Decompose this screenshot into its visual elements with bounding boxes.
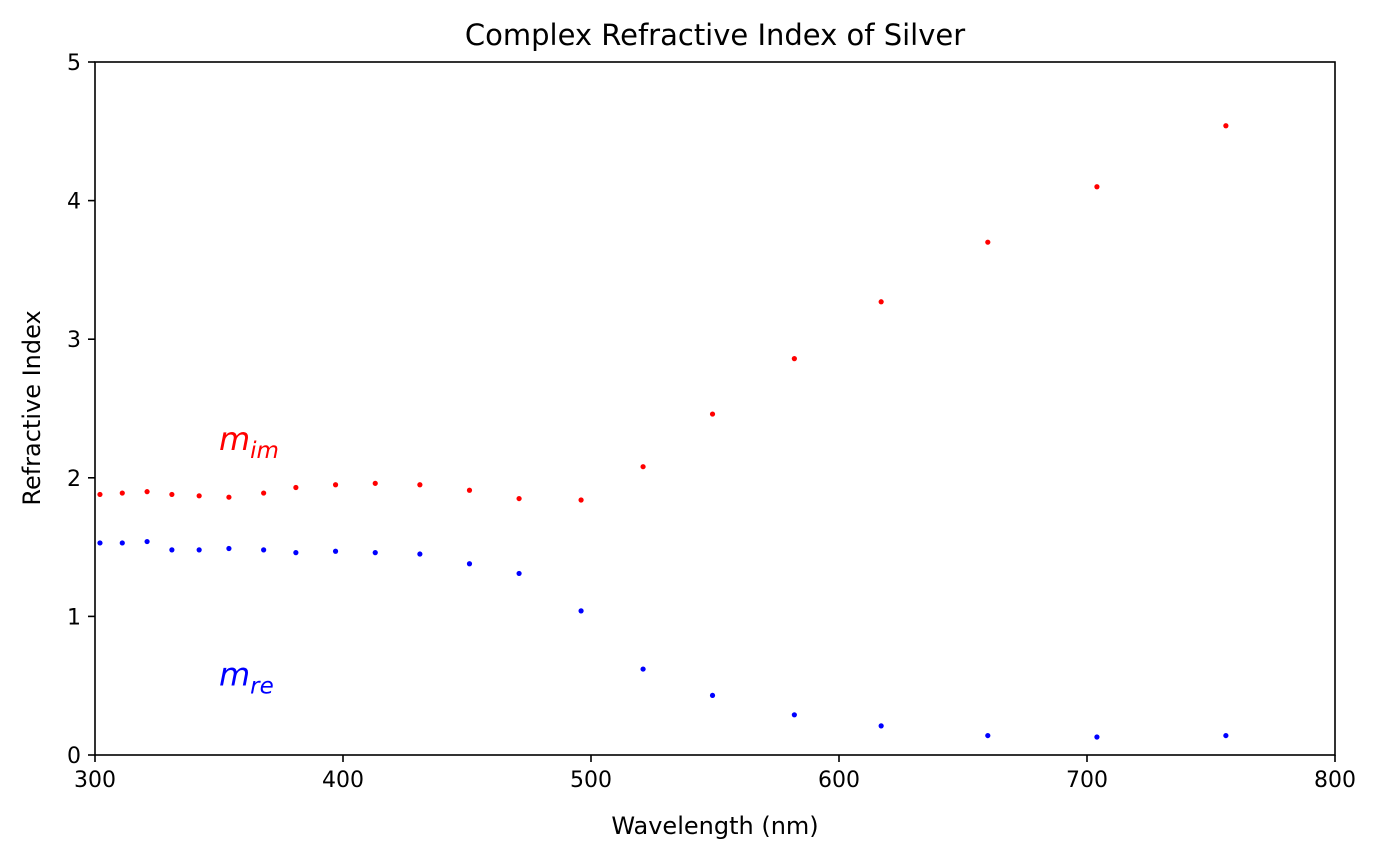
data-point-m-im	[226, 494, 232, 500]
data-point-m-re	[261, 547, 267, 553]
data-points	[97, 123, 1229, 740]
data-point-m-re	[417, 551, 423, 557]
data-point-m-re	[332, 548, 339, 554]
data-point-m-re	[466, 561, 473, 567]
data-point-m-re	[709, 692, 716, 699]
data-point-m-re	[791, 712, 797, 718]
plot-area	[94, 61, 1336, 756]
data-point-m-re	[516, 570, 522, 577]
y-tick-label: 2	[67, 467, 81, 492]
data-point-m-re	[1094, 734, 1100, 740]
y-tick-label: 1	[67, 605, 81, 630]
data-point-m-im	[1094, 184, 1100, 190]
x-tick-label: 300	[74, 768, 116, 793]
data-point-m-re	[196, 547, 202, 553]
data-point-m-im	[97, 491, 103, 498]
data-point-m-re	[226, 545, 232, 552]
x-tick-label: 500	[570, 768, 612, 793]
data-point-m-re	[985, 732, 991, 739]
data-point-m-im	[578, 497, 584, 503]
data-point-m-im	[196, 493, 202, 499]
data-point-m-im	[293, 484, 299, 491]
y-tick-label: 4	[67, 190, 81, 215]
data-point-m-re	[878, 723, 884, 729]
data-point-m-re	[119, 540, 125, 546]
data-point-m-im	[878, 299, 884, 305]
x-tick-label: 800	[1314, 768, 1356, 793]
data-point-m-im	[516, 495, 522, 502]
data-point-m-im	[791, 356, 797, 362]
data-point-m-im	[640, 464, 646, 470]
data-point-m-re	[169, 547, 175, 553]
x-tick-label: 400	[322, 768, 364, 793]
data-point-m-im	[417, 482, 423, 488]
x-tick-label: 600	[818, 768, 860, 793]
data-point-m-im	[372, 480, 378, 486]
data-point-m-re	[372, 550, 378, 556]
y-axis: 0 1 2 3 4 5	[67, 51, 95, 769]
plot-frame	[94, 61, 1336, 756]
data-point-m-re	[578, 608, 584, 614]
data-point-m-im	[985, 239, 991, 245]
x-axis: 300 400 500 600 700 800	[74, 755, 1356, 793]
chart-title: Complex Refractive Index of Silver	[465, 18, 965, 52]
y-axis-label: Refractive Index	[18, 310, 46, 505]
annotation-m-re: mre	[219, 656, 274, 700]
y-tick-label: 5	[67, 51, 81, 76]
annotation-m-im: mim	[219, 420, 279, 464]
data-point-m-im	[332, 482, 339, 488]
y-tick-label: 0	[67, 744, 81, 769]
data-point-m-re	[97, 540, 103, 546]
data-point-m-re	[640, 666, 646, 672]
data-point-m-im	[169, 491, 175, 498]
data-point-m-im	[1223, 123, 1229, 129]
data-point-m-re	[1223, 732, 1229, 739]
x-axis-label: Wavelength (nm)	[611, 812, 818, 840]
annotations: mim mre	[219, 420, 279, 700]
data-point-m-re	[144, 538, 150, 545]
data-point-m-im	[144, 489, 150, 495]
data-point-m-im	[709, 411, 716, 417]
x-tick-label: 700	[1066, 768, 1108, 793]
data-point-m-im	[466, 487, 473, 493]
data-point-m-im	[261, 490, 267, 496]
data-point-m-im	[119, 490, 125, 496]
data-point-m-re	[293, 550, 299, 556]
y-tick-label: 3	[67, 328, 81, 353]
